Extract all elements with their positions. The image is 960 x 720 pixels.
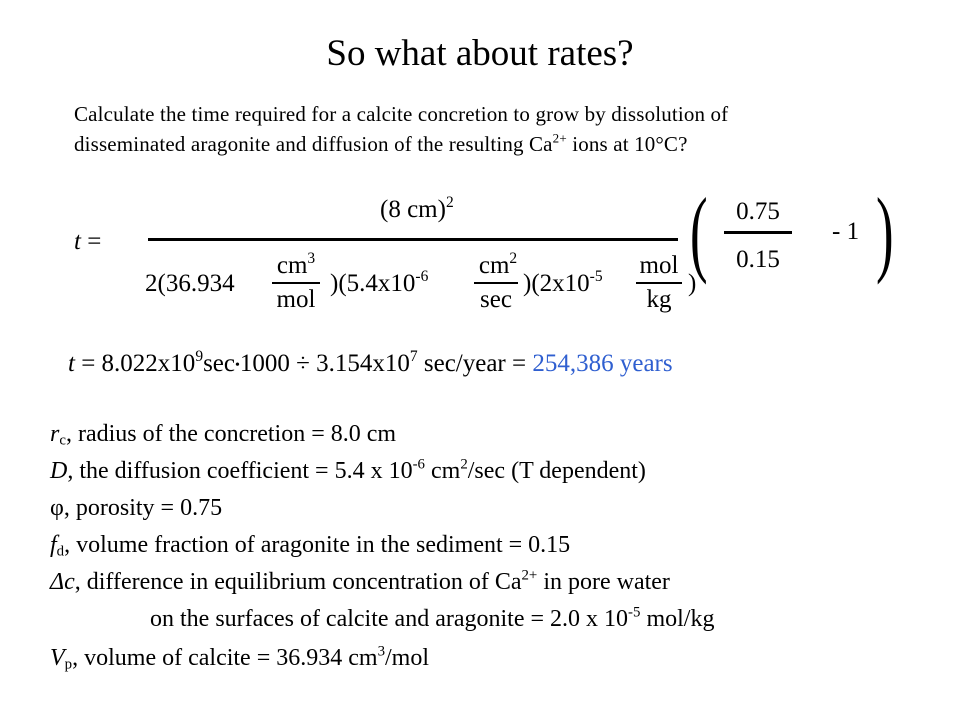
definition-calcite-volume: Vp, volume of calcite = 36.934 cm3/mol [50,643,430,673]
unit-1-bar [272,282,320,284]
denominator-part-2: )(5.4x10-6 [330,267,429,297]
minus-one: - 1 [832,218,860,245]
denominator-close: ) [688,270,697,297]
equation-lhs: t = [74,228,102,255]
ratio-denominator: 0.15 [736,246,780,273]
page-title: So what about rates? [326,33,634,74]
result-line: t = 8.022x109sec•1000 ÷ 3.154x107 sec/ye… [68,347,673,377]
equation-numerator: (8 cm)2 [380,193,454,223]
unit-3-bar [636,282,682,284]
denominator-part-3: )(2x10-5 [523,267,603,297]
intro-line-1: Calculate the time required for a calcit… [74,102,729,126]
intro-line-2: disseminated aragonite and diffusion of … [74,130,688,156]
definition-diffusion: D, the diffusion coefficient = 5.4 x 10-… [50,456,646,484]
close-paren: ) [876,178,894,285]
unit-1-numerator: cm3 [276,249,316,279]
unit-3-numerator: mol [639,252,679,279]
ratio-numerator: 0.75 [736,198,780,225]
ratio-bar [724,231,792,234]
unit-3-denominator: kg [646,286,672,313]
definition-concentration-continuation: on the surfaces of calcite and aragonite… [150,604,715,632]
unit-2-numerator: cm2 [478,249,518,279]
definition-radius: rc, radius of the concretion = 8.0 cm [50,421,397,449]
result-answer: 254,386 years [532,350,673,377]
main-fraction-bar [148,238,678,241]
open-paren: ( [690,178,708,285]
unit-2-bar [474,282,518,284]
denominator-part-1: 2(36.934 [145,270,235,297]
definition-porosity: φ, porosity = 0.75 [50,495,223,521]
definition-volume-fraction: fd, volume fraction of aragonite in the … [50,532,571,560]
unit-2-denominator: sec [480,286,512,313]
definition-concentration-difference: Δc, difference in equilibrium concentrat… [50,567,670,595]
unit-1-denominator: mol [276,286,316,313]
